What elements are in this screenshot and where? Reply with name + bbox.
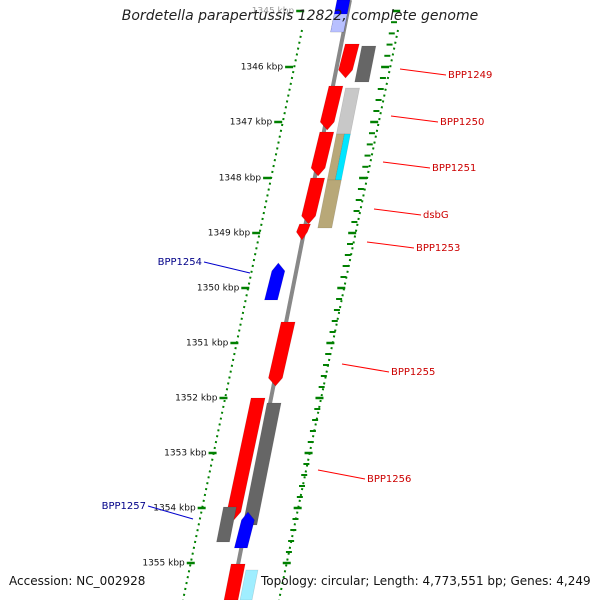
- gene-label-bpp1250[interactable]: BPP1250: [440, 117, 484, 128]
- gene-feature-dsbg: [301, 177, 326, 225]
- leader-line: [399, 68, 447, 76]
- outer-tick-ring: [278, 29, 399, 601]
- tick-label: 1348 kbp: [219, 174, 262, 184]
- gene-label-bpp1251[interactable]: BPP1251: [432, 163, 476, 174]
- gene-label-bpp1255[interactable]: BPP1255: [391, 367, 435, 378]
- page-title: Bordetella parapertussis 12822, complete…: [121, 8, 479, 24]
- inner-tick-ring: [182, 29, 303, 601]
- gene-label-bpp1249[interactable]: BPP1249: [448, 70, 492, 81]
- gene-label-bpp1253[interactable]: BPP1253: [416, 243, 460, 254]
- tick-label: 1351 kbp: [186, 339, 229, 349]
- leader-line: [341, 363, 390, 373]
- tick-label: 1353 kbp: [164, 449, 207, 459]
- gene-label-bpp1254[interactable]: BPP1254: [158, 257, 202, 268]
- gene-label-dsbg[interactable]: dsbG: [423, 210, 449, 221]
- tick-label: 1354 kbp: [153, 504, 196, 514]
- accession-text: Accession: NC_002928: [9, 574, 146, 588]
- tick-label: 1347 kbp: [230, 118, 273, 128]
- gene-feature-bpp1249: [338, 43, 360, 79]
- gene-feature-gray-long: [242, 402, 282, 526]
- tick-label: 1345 kbp: [252, 7, 295, 17]
- tick-label: 1346 kbp: [241, 63, 284, 73]
- gene-feature-bpp1253: [296, 223, 312, 241]
- gene-feature-dsbg-khaki: [317, 179, 342, 229]
- gene-feature-light-blue: [330, 13, 348, 33]
- gene-feature-bpp1256: [226, 397, 266, 521]
- leader-line: [366, 241, 415, 249]
- tick-label: 1355 kbp: [142, 559, 185, 569]
- topology-text: Topology: circular; Length: 4,773,551 bp…: [261, 574, 591, 588]
- gene-feature-gray-small: [216, 506, 237, 543]
- leader-line: [317, 469, 366, 480]
- gene-feature-bpp1254: [264, 262, 286, 301]
- gene-feature-gray: [354, 45, 377, 83]
- gene-label-bpp1257[interactable]: BPP1257: [102, 501, 146, 512]
- gene-label-bpp1256[interactable]: BPP1256: [367, 474, 411, 485]
- leader-line: [147, 505, 194, 520]
- gene-feature-bpp1251: [310, 131, 335, 177]
- leader-line: [390, 115, 439, 123]
- tick-label: 1352 kbp: [175, 394, 218, 404]
- leader-line: [203, 261, 251, 274]
- gene-feature-bpp1255: [268, 321, 296, 387]
- leader-line: [382, 161, 431, 169]
- leader-line: [373, 208, 422, 216]
- gene-feature-bpp1250: [319, 85, 344, 131]
- gene-feature-bpp1257: [233, 511, 255, 549]
- tick-label: 1350 kbp: [197, 284, 240, 294]
- tick-label: 1349 kbp: [208, 229, 251, 239]
